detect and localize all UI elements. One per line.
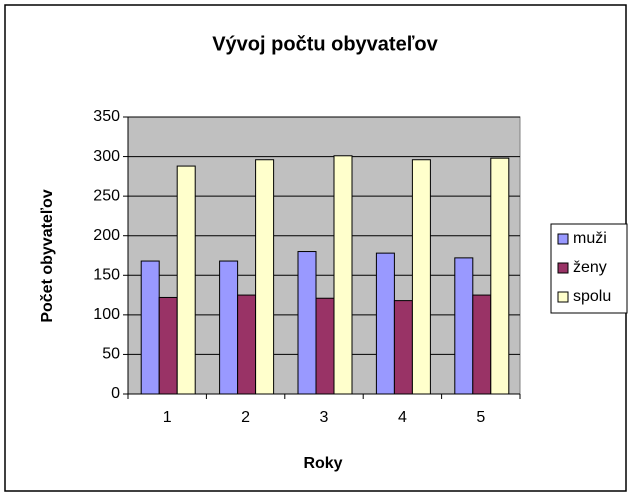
legend-swatch [557, 291, 569, 303]
bar [255, 159, 275, 395]
y-tick-label: 0 [111, 385, 120, 402]
bar [411, 159, 431, 395]
x-tick-label: 3 [320, 409, 329, 426]
y-tick-label: 200 [93, 227, 120, 244]
chart-title: Vývoj počtu obyvateľov [212, 33, 438, 55]
x-axis-title: Roky [303, 455, 342, 472]
y-tick-label: 250 [93, 187, 120, 204]
bar [140, 260, 160, 395]
y-tick-label: 100 [93, 306, 120, 323]
bar [375, 252, 395, 395]
bar [176, 165, 196, 395]
y-tick-label: 300 [93, 148, 120, 165]
y-tick-label: 150 [93, 267, 120, 284]
y-tick-label: 50 [102, 346, 120, 363]
x-tick-label: 4 [398, 409, 407, 426]
bar [490, 157, 510, 395]
legend-label: spolu [573, 288, 611, 305]
bar [393, 300, 413, 395]
x-tick-label: 2 [241, 409, 250, 426]
x-tick-label: 1 [163, 409, 172, 426]
bar [237, 294, 257, 395]
bar [333, 155, 353, 395]
legend-swatch [557, 262, 569, 274]
y-axis-title: Počet obyvateľov [39, 189, 56, 322]
legend-label: muži [573, 230, 607, 247]
x-tick-label: 5 [476, 409, 485, 426]
legend-swatch [557, 233, 569, 245]
bar [315, 297, 335, 395]
y-tick-label: 350 [93, 108, 120, 125]
legend-label: ženy [573, 259, 607, 276]
bar [454, 257, 474, 395]
bar [158, 296, 178, 395]
bar [472, 294, 492, 395]
bar [297, 251, 317, 395]
bar [219, 260, 239, 395]
